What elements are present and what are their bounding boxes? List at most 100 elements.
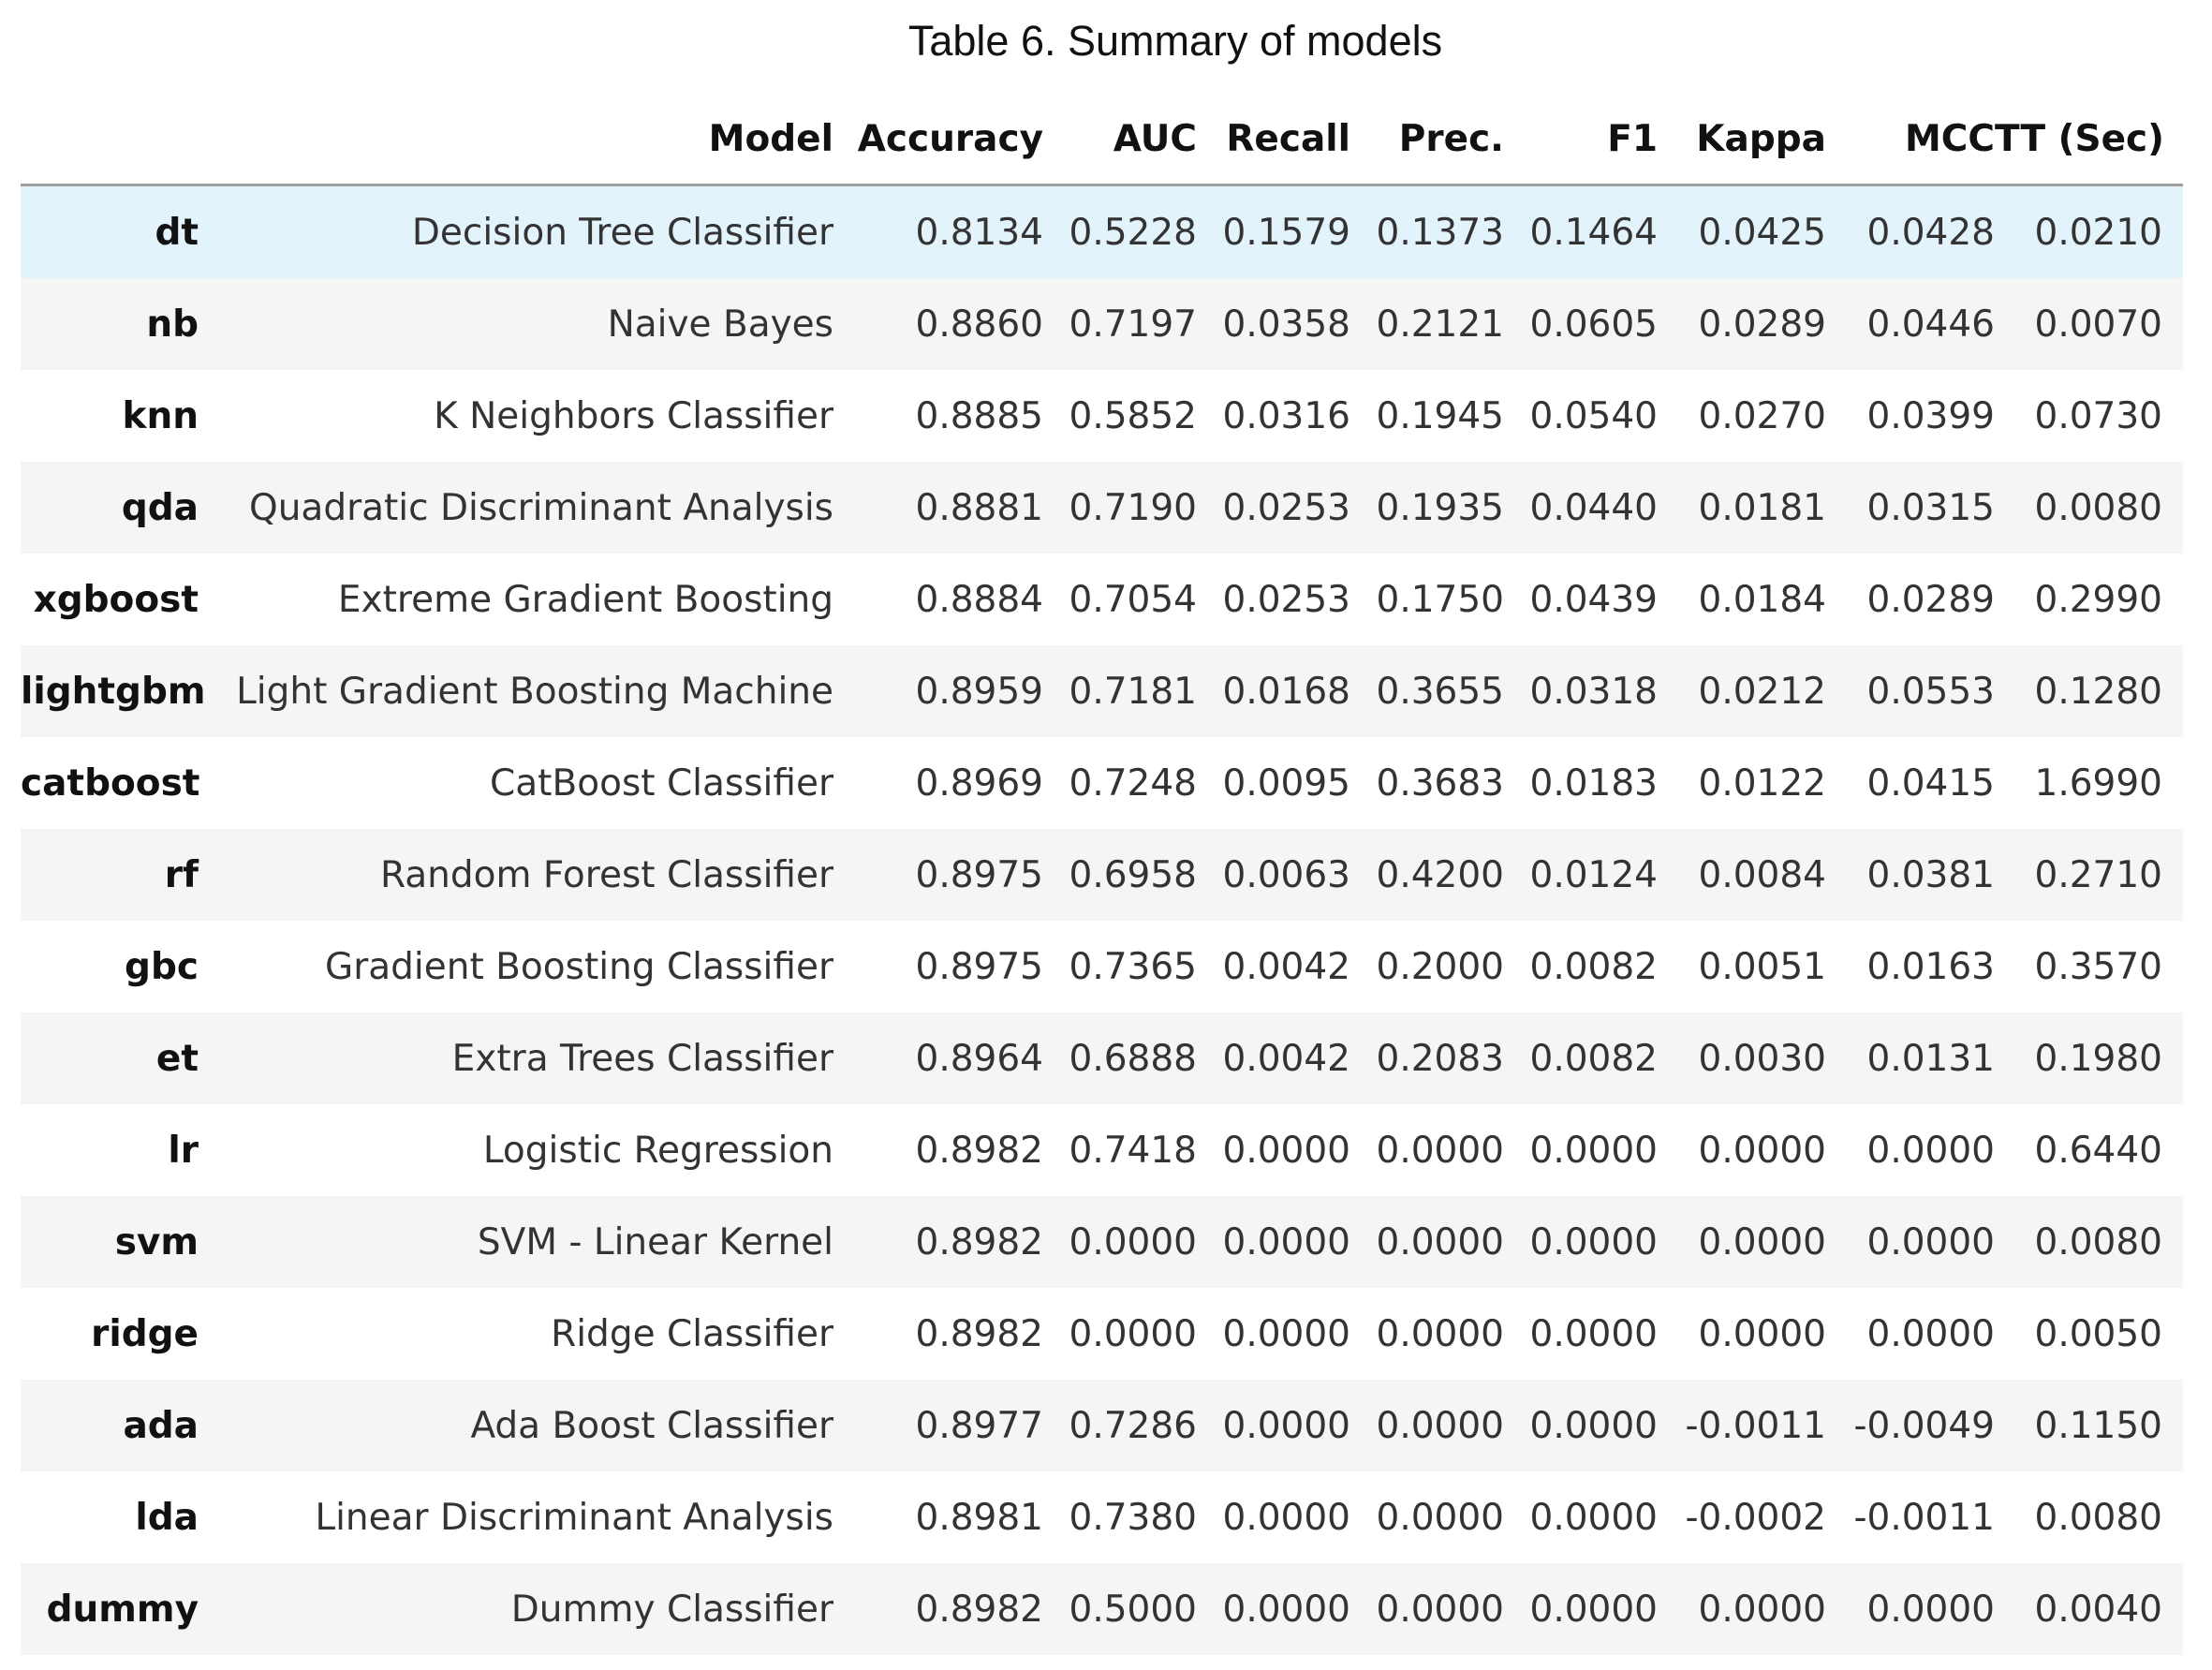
precision-cell: 0.2121 — [1376, 303, 1504, 346]
mcc-cell: 0.0428 — [1866, 211, 1995, 254]
row-index: lda — [135, 1496, 199, 1539]
row-index: svm — [114, 1220, 199, 1264]
accuracy-cell: 0.8959 — [915, 670, 1043, 713]
row-index: dummy — [46, 1588, 199, 1631]
header-index — [21, 94, 219, 186]
recall-cell: 0.0042 — [1222, 945, 1350, 988]
model-name: Naive Bayes — [607, 303, 833, 346]
precision-cell: 0.1750 — [1376, 578, 1504, 621]
table-row: dummy Dummy Classifier 0.8982 0.5000 0.0000 0… — [21, 1563, 2183, 1655]
kappa-cell: 0.0000 — [1698, 1220, 1826, 1264]
kappa-cell: 0.0270 — [1698, 394, 1826, 437]
mcc-cell: 0.0000 — [1866, 1588, 1995, 1631]
auc-cell: 0.7365 — [1069, 945, 1197, 988]
accuracy-cell: 0.8885 — [915, 394, 1043, 437]
row-index: catboost — [21, 761, 200, 805]
mcc-cell: 0.0163 — [1866, 945, 1995, 988]
mcc-cell: 0.0131 — [1866, 1037, 1995, 1080]
recall-cell: 0.0000 — [1222, 1312, 1350, 1355]
accuracy-cell: 0.8982 — [915, 1220, 1043, 1264]
precision-cell: 0.1935 — [1376, 486, 1504, 529]
time-cell: 0.0080 — [2034, 1496, 2162, 1539]
auc-cell: 0.7054 — [1069, 578, 1197, 621]
table-row: rf Random Forest Classifier 0.8975 0.6958 0.… — [21, 829, 2183, 921]
mcc-cell: -0.0011 — [1853, 1496, 1995, 1539]
model-name: Logistic Regression — [482, 1129, 833, 1172]
row-index: ridge — [91, 1312, 199, 1355]
row-index: lightgbm — [21, 670, 206, 713]
kappa-cell: 0.0425 — [1698, 211, 1826, 254]
accuracy-cell: 0.8982 — [915, 1588, 1043, 1631]
row-index: nb — [146, 303, 199, 346]
model-name: Linear Discriminant Analysis — [315, 1496, 833, 1539]
precision-cell: 0.0000 — [1376, 1220, 1504, 1264]
table-row: et Extra Trees Classifier 0.8964 0.6888 0.00… — [21, 1012, 2183, 1104]
recall-cell: 0.0253 — [1222, 578, 1350, 621]
row-index: et — [155, 1037, 199, 1080]
auc-cell: 0.6958 — [1069, 853, 1197, 896]
column-header: F1 — [1504, 94, 1658, 186]
recall-cell: 0.0063 — [1222, 853, 1350, 896]
kappa-cell: 0.0181 — [1698, 486, 1826, 529]
model-name: CatBoost Classifier — [490, 761, 833, 805]
precision-cell: 0.1945 — [1376, 394, 1504, 437]
time-cell: 0.0070 — [2034, 303, 2162, 346]
mcc-cell: 0.0381 — [1866, 853, 1995, 896]
f1-cell: 0.0318 — [1529, 670, 1658, 713]
time-cell: 0.1150 — [2034, 1404, 2162, 1447]
time-cell: 0.0080 — [2034, 486, 2162, 529]
accuracy-cell: 0.8964 — [915, 1037, 1043, 1080]
mcc-cell: 0.0289 — [1866, 578, 1995, 621]
kappa-cell: -0.0002 — [1685, 1496, 1826, 1539]
precision-cell: 0.0000 — [1376, 1496, 1504, 1539]
time-cell: 0.6440 — [2034, 1129, 2162, 1172]
accuracy-cell: 0.8981 — [915, 1496, 1043, 1539]
f1-cell: 0.0082 — [1529, 1037, 1658, 1080]
model-name: SVM - Linear Kernel — [477, 1220, 833, 1264]
accuracy-cell: 0.8860 — [915, 303, 1043, 346]
auc-cell: 0.7248 — [1069, 761, 1197, 805]
auc-cell: 0.5228 — [1069, 211, 1197, 254]
column-header: Recall — [1197, 94, 1350, 186]
recall-cell: 0.0042 — [1222, 1037, 1350, 1080]
time-cell: 0.0040 — [2034, 1588, 2162, 1631]
column-header: AUC — [1043, 94, 1197, 186]
f1-cell: 0.0000 — [1529, 1588, 1658, 1631]
kappa-cell: 0.0051 — [1698, 945, 1826, 988]
model-name: Random Forest Classifier — [380, 853, 833, 896]
row-index: gbc — [125, 945, 199, 988]
row-index: dt — [155, 211, 199, 254]
auc-cell: 0.7418 — [1069, 1129, 1197, 1172]
table-row: catboost CatBoost Classifier 0.8969 0.7248 0… — [21, 737, 2183, 829]
model-name: Extreme Gradient Boosting — [337, 578, 833, 621]
column-header: TT (Sec) — [1995, 94, 2183, 186]
table-row: qda Quadratic Discriminant Analysis 0.8881… — [21, 462, 2183, 554]
row-index: ada — [123, 1404, 199, 1447]
accuracy-cell: 0.8884 — [915, 578, 1043, 621]
accuracy-cell: 0.8977 — [915, 1404, 1043, 1447]
model-name: Quadratic Discriminant Analysis — [249, 486, 833, 529]
auc-cell: 0.7197 — [1069, 303, 1197, 346]
model-name: Dummy Classifier — [510, 1588, 833, 1631]
f1-cell: 0.0124 — [1529, 853, 1658, 896]
kappa-cell: 0.0030 — [1698, 1037, 1826, 1080]
row-index: knn — [122, 394, 199, 437]
kappa-cell: 0.0289 — [1698, 303, 1826, 346]
precision-cell: 0.4200 — [1376, 853, 1504, 896]
mcc-cell: 0.0553 — [1866, 670, 1995, 713]
table-row: lightgbm Light Gradient Boosting Machine 0… — [21, 645, 2183, 737]
table-row: lda Linear Discriminant Analysis 0.8981 0.7… — [21, 1471, 2183, 1563]
precision-cell: 0.0000 — [1376, 1312, 1504, 1355]
recall-cell: 0.0358 — [1222, 303, 1350, 346]
table-row: svm SVM - Linear Kernel 0.8982 0.0000 0.0000… — [21, 1196, 2183, 1288]
row-index: lr — [168, 1129, 199, 1172]
model-summary-table: Model Accuracy AUC Recall Prec. F1 Kappa MCC TT … — [21, 94, 2183, 1655]
time-cell: 0.3570 — [2034, 945, 2162, 988]
model-name: Light Gradient Boosting Machine — [236, 670, 833, 713]
f1-cell: 0.0605 — [1529, 303, 1658, 346]
table-row: lr Logistic Regression 0.8982 0.7418 0.0000 0… — [21, 1104, 2183, 1196]
column-header: Model — [219, 94, 833, 186]
row-index: qda — [121, 486, 199, 529]
auc-cell: 0.7286 — [1069, 1404, 1197, 1447]
recall-cell: 0.0000 — [1222, 1588, 1350, 1631]
